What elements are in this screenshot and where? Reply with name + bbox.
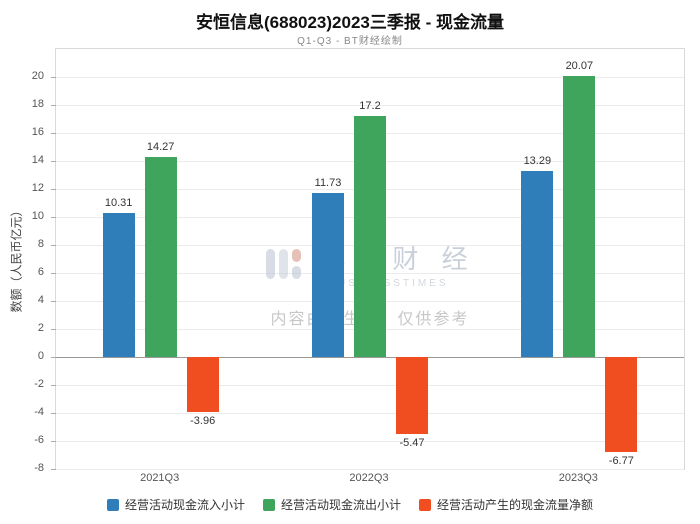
legend-label: 经营活动产生的现金流量净额 bbox=[437, 498, 594, 512]
y-axis-tick-mark bbox=[51, 105, 56, 106]
bar[interactable] bbox=[396, 357, 428, 434]
bar-value-label: 20.07 bbox=[565, 60, 594, 73]
gridline bbox=[56, 77, 684, 78]
bar[interactable] bbox=[354, 116, 386, 357]
bar[interactable] bbox=[144, 157, 177, 357]
y-tick-label: -6 bbox=[34, 434, 44, 446]
legend-swatch bbox=[262, 498, 275, 511]
y-axis-tick-mark bbox=[51, 413, 56, 414]
y-tick-label: 2 bbox=[37, 322, 44, 334]
gridline bbox=[56, 105, 684, 106]
y-axis-tick-mark bbox=[51, 301, 56, 302]
y-axis-tick-mark bbox=[51, 189, 56, 190]
y-axis-tick-mark bbox=[51, 385, 56, 386]
legend-item[interactable]: 经营活动产生的现金流量净额 bbox=[419, 496, 593, 513]
y-axis-tick-mark bbox=[51, 273, 56, 274]
y-axis-tick-mark bbox=[51, 161, 56, 162]
y-tick-label: 4 bbox=[37, 294, 44, 306]
x-category-label: 2023Q3 bbox=[558, 472, 598, 484]
y-tick-label: 6 bbox=[37, 266, 44, 278]
y-axis-tick-mark bbox=[51, 329, 56, 330]
y-tick-label: 14 bbox=[31, 154, 44, 166]
y-tick-label: 20 bbox=[31, 70, 44, 82]
legend-item[interactable]: 经营活动现金流出小计 bbox=[262, 496, 401, 513]
y-axis-tick-mark bbox=[51, 469, 56, 470]
bar[interactable] bbox=[605, 357, 638, 452]
bar[interactable] bbox=[521, 170, 554, 357]
bar-value-label: 14.27 bbox=[146, 141, 175, 154]
y-tick-label: 12 bbox=[31, 182, 44, 194]
watermark-brand-text: BT 财 经 BUSINESSTIMES bbox=[328, 239, 475, 289]
y-axis-tick-mark bbox=[51, 133, 56, 134]
legend: 经营活动现金流入小计 经营活动现金流出小计 经营活动产生的现金流量净额 bbox=[0, 496, 700, 513]
bt-logo-icon bbox=[266, 249, 302, 279]
plot-area: BT 财 经 BUSINESSTIMES 内容由AI生成，仅供参考 10.311… bbox=[51, 48, 685, 470]
gridline bbox=[56, 385, 684, 386]
bar-value-label: 11.73 bbox=[314, 176, 342, 189]
bar[interactable] bbox=[312, 192, 344, 357]
bar-value-label: 13.29 bbox=[523, 154, 552, 167]
chart-subtitle: Q1-Q3 - BT财经绘制 bbox=[297, 36, 403, 47]
legend-label: 经营活动现金流出小计 bbox=[280, 498, 401, 512]
x-category-label: 2022Q3 bbox=[349, 472, 389, 484]
legend-swatch bbox=[419, 498, 431, 511]
y-tick-label: 18 bbox=[31, 98, 44, 110]
bar-value-label: -6.77 bbox=[608, 454, 634, 467]
bar[interactable] bbox=[563, 76, 596, 357]
y-tick-label: 8 bbox=[37, 238, 44, 250]
y-tick-label: -2 bbox=[34, 378, 44, 390]
zero-axis-line bbox=[56, 357, 684, 358]
y-axis-tick-mark bbox=[51, 357, 56, 358]
bar[interactable] bbox=[102, 212, 135, 357]
watermark-brand-sub: BUSINESSTIMES bbox=[328, 278, 449, 289]
y-axis-tick-mark bbox=[51, 217, 56, 218]
y-axis-tick-mark bbox=[51, 245, 56, 246]
bar-value-label: 10.31 bbox=[104, 196, 133, 209]
y-axis: -8 -6 -4 -2 0 2 4 6 8 10 12 14 16 18 20 bbox=[0, 48, 50, 474]
y-tick-label: -4 bbox=[34, 406, 44, 418]
gridline bbox=[56, 441, 684, 442]
gridline bbox=[56, 413, 684, 414]
y-tick-label: 10 bbox=[31, 210, 44, 222]
bar[interactable] bbox=[186, 357, 219, 413]
chart-title: 安恒信息(688023)2023三季报 - 现金流量 bbox=[196, 13, 504, 32]
bar-value-label: 17.2 bbox=[359, 100, 381, 113]
y-axis-tick-mark bbox=[51, 441, 56, 442]
bar-value-label: -3.96 bbox=[190, 415, 216, 428]
y-tick-label: 16 bbox=[31, 126, 44, 138]
legend-label: 经营活动现金流入小计 bbox=[124, 498, 245, 512]
gridline bbox=[56, 469, 684, 470]
legend-swatch bbox=[106, 498, 119, 511]
bar-value-label: -5.47 bbox=[399, 436, 425, 449]
y-tick-label: 0 bbox=[37, 350, 44, 362]
y-axis-tick-mark bbox=[51, 77, 56, 78]
y-tick-label: -8 bbox=[34, 462, 44, 474]
legend-item[interactable]: 经营活动现金流入小计 bbox=[106, 496, 245, 513]
x-axis: 2021Q3 2022Q3 2023Q3 bbox=[55, 472, 683, 488]
x-category-label: 2021Q3 bbox=[140, 472, 180, 484]
